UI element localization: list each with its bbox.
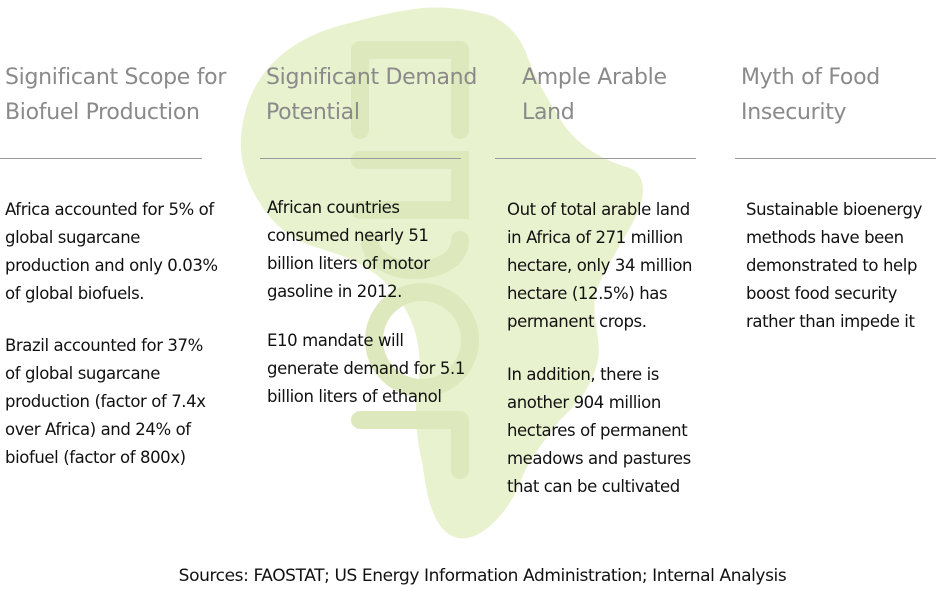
paragraph: African countries consumed nearly 51 bil… (267, 194, 465, 306)
column-title-line: Myth of Food (741, 65, 880, 90)
column-title: Ample Arable Land (522, 60, 667, 130)
paragraph-line: billion liters of motor (267, 254, 430, 273)
paragraph: Brazil accounted for 37% of global sugar… (5, 332, 218, 472)
sources-footnote: Sources: FAOSTAT; US Energy Information … (178, 566, 787, 586)
watermark-icon (351, 41, 479, 479)
column-body: Sustainable bioenergy methods have been … (746, 196, 922, 336)
paragraph-line: generate demand for 5.1 (267, 359, 465, 378)
column-body: Africa accounted for 5% of global sugarc… (5, 196, 218, 472)
column-body: Out of total arable land in Africa of 27… (507, 196, 692, 501)
paragraph-line: gasoline in 2012. (267, 282, 403, 301)
column-title: Significant Demand Potential (266, 60, 477, 130)
paragraph-line: production (factor of 7.4x (5, 392, 206, 411)
paragraph-line: Africa accounted for 5% of (5, 200, 214, 219)
paragraph-line: in Africa of 271 million (507, 228, 683, 247)
column-title: Myth of Food Insecurity (741, 60, 880, 130)
column-divider (735, 158, 936, 159)
column-title-line: Significant Scope for (5, 65, 227, 90)
paragraph-line: that can be cultivated (507, 477, 680, 496)
column-divider (0, 158, 202, 159)
paragraph-line: E10 mandate will (267, 331, 404, 350)
paragraph-line: of global biofuels. (5, 284, 145, 303)
paragraph-line: billion liters of ethanol (267, 387, 442, 406)
column-divider (260, 158, 461, 159)
paragraph-line: boost food security (746, 284, 897, 303)
paragraph-line: biofuel (factor of 800x) (5, 448, 186, 467)
paragraph: Sustainable bioenergy methods have been … (746, 196, 922, 336)
paragraph-line: meadows and pastures (507, 449, 691, 468)
paragraph-line: Brazil accounted for 37% (5, 336, 203, 355)
paragraph: In addition, there is another 904 millio… (507, 361, 692, 501)
paragraph-line: hectare, only 34 million (507, 256, 693, 275)
paragraph: Africa accounted for 5% of global sugarc… (5, 196, 218, 308)
paragraph-line: In addition, there is (507, 365, 659, 384)
column-title-line: Land (522, 100, 575, 125)
paragraph-line: Out of total arable land (507, 200, 690, 219)
paragraph-line: over Africa) and 24% of (5, 420, 191, 439)
paragraph-line: another 904 million (507, 393, 661, 412)
paragraph-line: consumed nearly 51 (267, 226, 429, 245)
paragraph-line: rather than impede it (746, 312, 915, 331)
column-title-line: Potential (266, 100, 360, 125)
column-title-line: Insecurity (741, 100, 847, 125)
column-body: African countries consumed nearly 51 bil… (267, 194, 465, 411)
paragraph-line: production and only 0.03% (5, 256, 218, 275)
paragraph-line: hectares of permanent (507, 421, 688, 440)
paragraph-line: of global sugarcane (5, 364, 160, 383)
paragraph-line: global sugarcane (5, 228, 141, 247)
paragraph-line: African countries (267, 198, 400, 217)
column-title-line: Ample Arable (522, 65, 667, 90)
paragraph: E10 mandate will generate demand for 5.1… (267, 327, 465, 411)
column-title-line: Biofuel Production (5, 100, 200, 125)
paragraph: Out of total arable land in Africa of 27… (507, 196, 692, 336)
paragraph-line: hectare (12.5%) has (507, 284, 668, 303)
column-divider (495, 158, 696, 159)
column-title: Significant Scope for Biofuel Production (5, 60, 226, 130)
paragraph-line: demonstrated to help (746, 256, 918, 275)
paragraph-line: permanent crops. (507, 312, 647, 331)
paragraph-line: methods have been (746, 228, 904, 247)
column-title-line: Significant Demand (266, 65, 477, 90)
paragraph-line: Sustainable bioenergy (746, 200, 922, 219)
